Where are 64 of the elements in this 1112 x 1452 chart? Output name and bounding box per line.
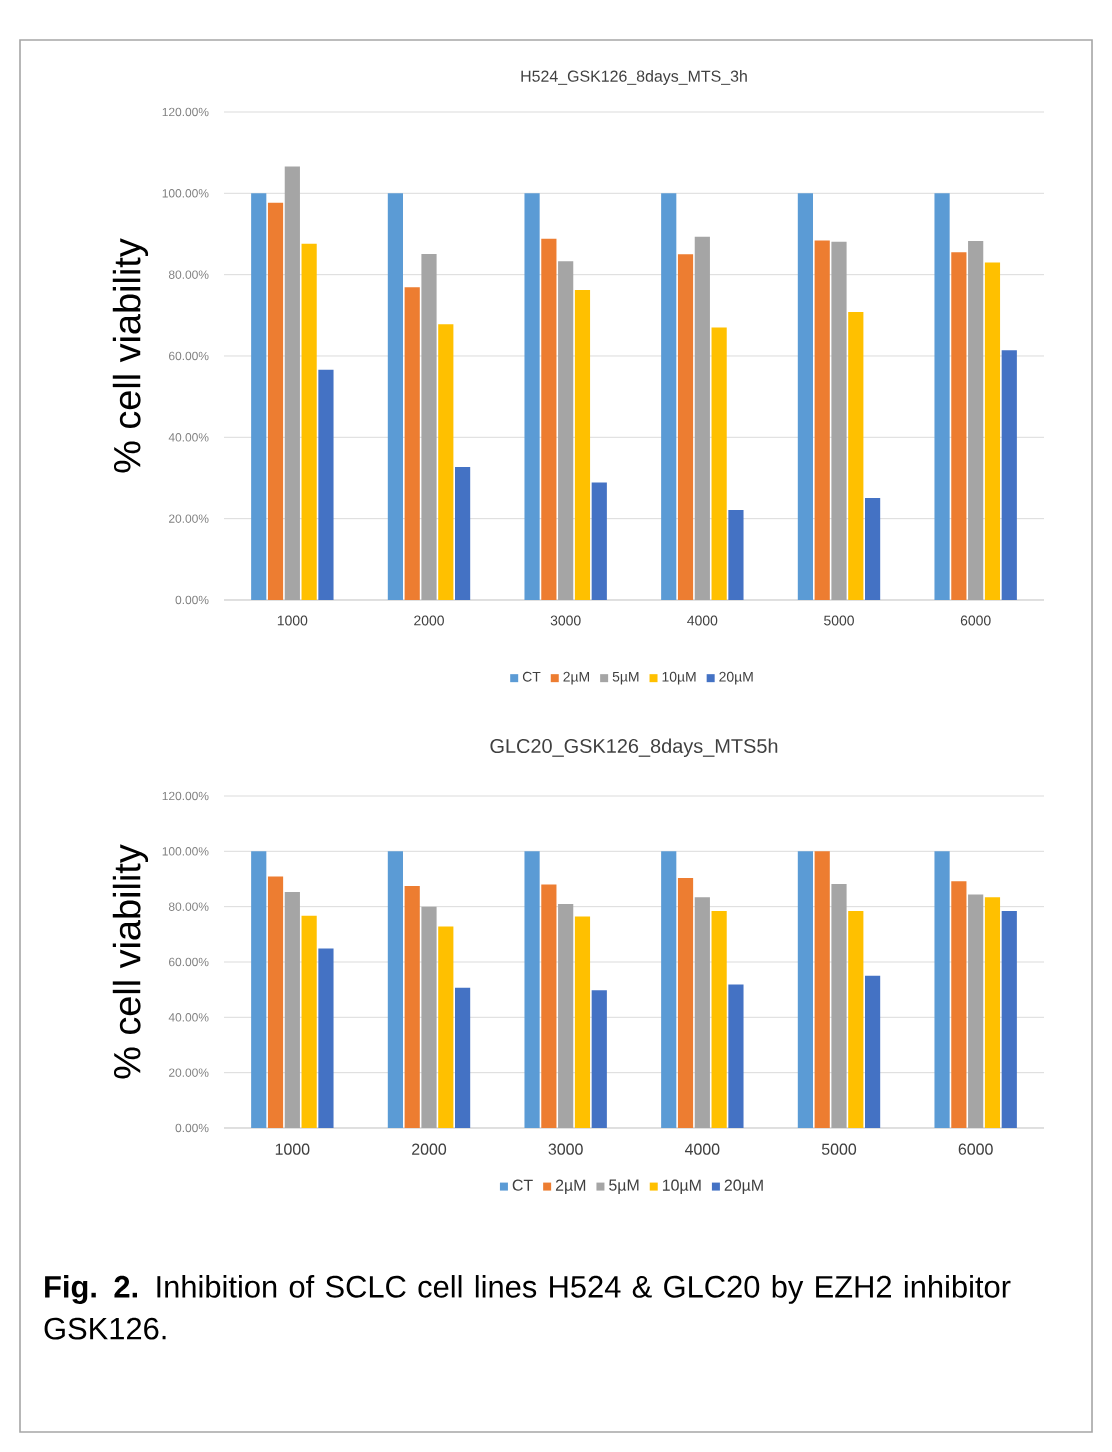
bar — [865, 497, 881, 600]
bar — [421, 253, 437, 600]
bar — [541, 238, 557, 600]
bar — [677, 877, 694, 1128]
bar — [404, 287, 420, 600]
bar — [797, 851, 813, 1128]
bar — [541, 884, 557, 1128]
bar — [455, 467, 471, 600]
bar — [438, 324, 454, 600]
bar — [831, 883, 847, 1128]
bar — [797, 193, 813, 600]
bar — [661, 851, 677, 1128]
bar — [284, 166, 300, 600]
y-axis-title: % cell viability — [112, 238, 149, 473]
bar — [1001, 350, 1017, 600]
bar — [301, 915, 317, 1128]
bar — [934, 851, 950, 1128]
bar — [1001, 911, 1017, 1128]
bar — [387, 851, 403, 1128]
bar — [284, 892, 300, 1128]
bar — [865, 975, 881, 1128]
bar — [677, 254, 694, 600]
bar — [984, 897, 1001, 1128]
bar — [728, 510, 744, 600]
bar — [574, 290, 591, 600]
bar — [814, 240, 830, 600]
bar — [524, 851, 540, 1128]
bar — [848, 911, 864, 1128]
bar — [591, 990, 607, 1128]
bar — [524, 193, 540, 600]
text: Fig. 2. Inhibition of SCLC cell lines H524 & GLC20 by EZH2 inhibitor GSK126. — [44, 1275, 1011, 1340]
bar — [574, 916, 591, 1128]
bar — [421, 906, 437, 1128]
chart-title: GLC20_GSK126_8days_MTS5h — [490, 738, 778, 757]
bar — [694, 897, 710, 1128]
bar — [694, 236, 710, 600]
bar — [968, 240, 984, 600]
bar — [591, 482, 607, 600]
bar — [387, 193, 403, 600]
bar — [267, 202, 284, 600]
bar — [318, 948, 334, 1128]
bar — [984, 262, 1001, 600]
bar — [301, 243, 317, 600]
bar — [558, 903, 574, 1128]
bar — [404, 885, 420, 1128]
bar — [661, 193, 677, 600]
bar — [251, 851, 267, 1128]
y-axis-title: % cell viability — [112, 844, 149, 1079]
bar — [251, 193, 267, 600]
bar — [318, 369, 334, 600]
bar — [728, 984, 744, 1128]
bar — [455, 987, 471, 1128]
bar — [951, 252, 967, 600]
bar — [711, 327, 727, 600]
bar — [848, 312, 864, 600]
bar — [558, 261, 574, 600]
bar — [814, 851, 830, 1128]
bar — [267, 876, 284, 1128]
bar — [438, 926, 454, 1128]
bar — [711, 911, 727, 1128]
bar — [968, 894, 984, 1128]
bar — [934, 193, 950, 600]
bar — [951, 881, 967, 1128]
bar — [831, 241, 847, 600]
